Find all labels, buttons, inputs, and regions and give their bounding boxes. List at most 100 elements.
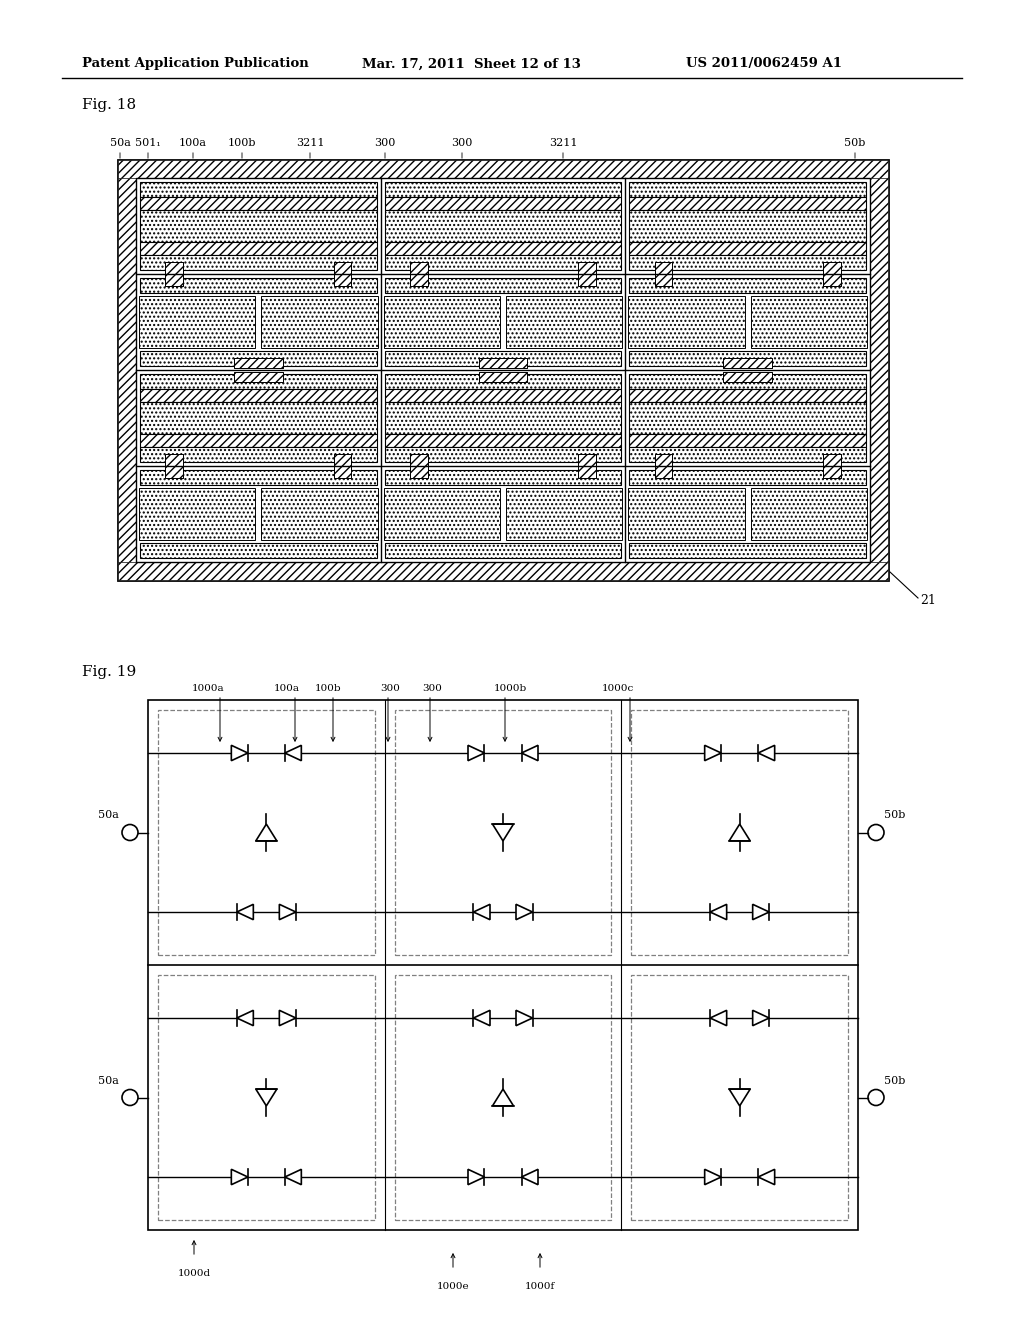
Bar [165,261,183,286]
Bar [654,454,673,478]
Bar [261,296,378,347]
Polygon shape [521,746,538,760]
Bar [140,389,377,401]
Polygon shape [516,904,532,920]
Text: 1000b: 1000b [494,684,526,693]
Text: 501₁: 501₁ [135,139,161,148]
Bar [385,389,622,401]
Text: 3211: 3211 [549,139,578,148]
Bar [140,434,377,446]
Bar [140,470,377,486]
Polygon shape [280,1010,296,1026]
Bar [233,358,283,367]
Text: 50b: 50b [884,810,905,821]
Text: Fig. 18: Fig. 18 [82,98,136,112]
Bar [140,351,377,366]
Text: 300: 300 [452,139,473,148]
Bar [410,454,428,478]
Bar [165,261,183,286]
Text: 1000c: 1000c [602,684,634,693]
Bar [384,488,500,540]
Polygon shape [285,1170,301,1185]
Polygon shape [493,824,513,841]
Bar [385,210,622,243]
Bar [579,261,596,286]
Bar [233,372,283,381]
Bar [139,296,255,347]
Bar [723,372,772,381]
Polygon shape [231,1170,248,1185]
Bar [654,261,673,286]
Bar [410,261,428,286]
Text: 3211: 3211 [296,139,325,148]
Bar [385,374,622,389]
Bar [506,296,623,347]
Polygon shape [711,904,727,920]
Bar [630,434,866,446]
Bar [140,182,377,197]
Bar [723,358,772,367]
Polygon shape [237,904,253,920]
Bar [140,446,377,462]
Bar [630,243,866,255]
Bar [385,401,622,434]
Polygon shape [521,1170,538,1185]
Polygon shape [729,824,751,841]
Bar [410,454,428,478]
Bar [158,710,375,954]
Bar [823,454,841,478]
Bar [630,210,866,243]
Bar [630,374,866,389]
Bar [654,261,673,286]
Bar [385,243,622,255]
Text: 1000e: 1000e [436,1282,469,1291]
Polygon shape [231,746,248,760]
Bar [629,296,744,347]
Bar [630,389,866,401]
Bar [394,975,611,1220]
Bar [630,255,866,271]
Text: Fig. 19: Fig. 19 [82,665,136,678]
Bar [385,197,622,210]
Bar [654,454,673,478]
Bar [630,434,866,446]
Bar [506,488,623,540]
Bar [385,182,622,197]
Polygon shape [753,904,769,920]
Bar [630,197,866,210]
Circle shape [122,825,138,841]
Text: Mar. 17, 2011  Sheet 12 of 13: Mar. 17, 2011 Sheet 12 of 13 [362,58,581,70]
Text: 50a: 50a [98,1076,119,1085]
Polygon shape [705,746,721,760]
Bar [385,434,622,446]
Polygon shape [256,1089,276,1106]
Bar [630,243,866,255]
Bar [478,372,527,381]
Bar [334,454,351,478]
Bar [140,389,377,401]
Bar [478,372,527,381]
Polygon shape [285,746,301,760]
Bar [385,434,622,446]
Bar [140,197,377,210]
Text: 300: 300 [375,139,395,148]
Polygon shape [468,1170,484,1185]
Polygon shape [493,1089,513,1106]
Polygon shape [729,1089,751,1106]
Bar [579,454,596,478]
Bar [118,562,888,579]
Bar [394,710,611,954]
Bar [630,446,866,462]
Polygon shape [256,824,276,841]
Bar [630,279,866,293]
Text: 50a: 50a [98,810,119,821]
Bar [630,182,866,197]
Bar [632,710,848,954]
Bar [118,178,136,562]
Polygon shape [705,1170,721,1185]
Bar [870,178,888,562]
Circle shape [868,1089,884,1106]
Bar [165,454,183,478]
Polygon shape [711,1010,727,1026]
Bar [165,454,183,478]
